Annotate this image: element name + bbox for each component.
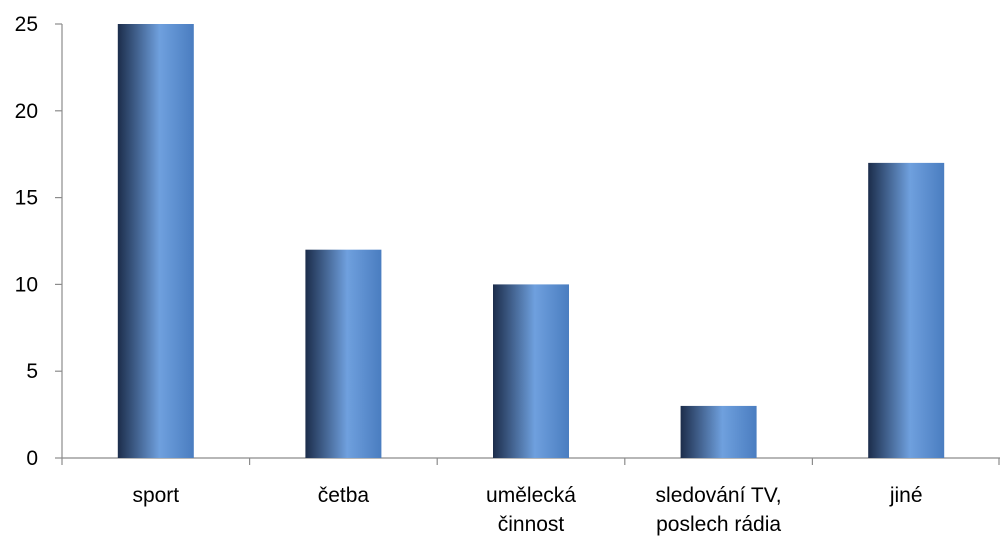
y-tick-label: 0 — [26, 447, 38, 470]
bar — [305, 249, 382, 458]
x-tick-label: umělecká — [486, 484, 576, 507]
bar — [117, 24, 194, 458]
y-axis: 0 5 10 15 20 25 — [15, 13, 63, 470]
y-tick-label: 25 — [15, 13, 38, 36]
x-tick-label: sport — [132, 484, 179, 507]
x-tick-label: četba — [318, 484, 370, 507]
x-tick-label: činnost — [498, 513, 565, 536]
x-tick-label: jiné — [889, 484, 923, 507]
x-tick-label: poslech rádia — [656, 513, 781, 536]
bar — [680, 405, 757, 458]
y-tick-label: 20 — [15, 100, 38, 123]
bars — [117, 24, 945, 458]
y-tick-label: 15 — [15, 187, 38, 210]
y-tick-label: 5 — [26, 360, 38, 383]
bar — [868, 162, 945, 458]
x-tick-label: sledování TV, — [656, 484, 782, 507]
bar — [493, 284, 569, 458]
x-axis — [61, 457, 1000, 465]
y-tick-label: 10 — [15, 273, 38, 296]
x-axis-labels: sport četba umělecká činnost sledování TV, po… — [132, 484, 922, 536]
